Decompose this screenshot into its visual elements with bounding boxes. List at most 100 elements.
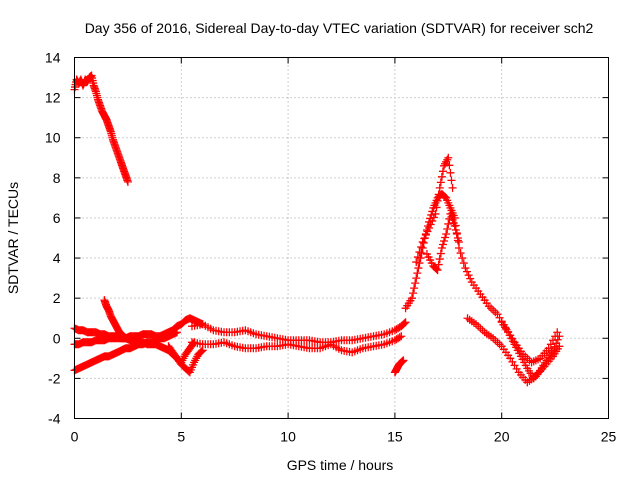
data-point	[443, 224, 452, 233]
y-tick-label: 4	[53, 250, 61, 266]
data-point	[173, 328, 182, 337]
data-point	[413, 269, 422, 278]
series-track-dusk	[164, 342, 207, 377]
data-point	[433, 266, 442, 275]
data-point	[190, 358, 199, 367]
data-point	[464, 271, 473, 280]
x-tick-label: 0	[71, 429, 79, 445]
series-track-peak-a	[401, 189, 562, 367]
data-point	[544, 344, 553, 353]
data-point	[438, 167, 447, 176]
data-point	[441, 159, 450, 168]
data-point	[400, 319, 409, 328]
y-tick-label: 10	[45, 130, 61, 146]
x-tick-label: 10	[280, 429, 296, 445]
grid-lines	[74, 57, 609, 419]
y-tick-label: 14	[45, 50, 61, 66]
data-point	[421, 230, 430, 239]
data-point	[407, 294, 416, 303]
data-point	[440, 237, 449, 246]
series-track-early-high	[70, 71, 132, 186]
data-point	[531, 372, 540, 381]
data-point	[459, 259, 468, 268]
data-point	[447, 176, 456, 185]
plot-frame	[74, 57, 609, 419]
y-tick-label: 8	[53, 170, 61, 186]
data-point	[401, 318, 410, 327]
data-point	[417, 243, 426, 252]
chart-title: Day 356 of 2016, Sidereal Day-to-day VTE…	[85, 20, 594, 36]
data-point	[413, 253, 422, 262]
data-point	[414, 264, 423, 273]
data-point	[435, 255, 444, 264]
data-point	[529, 374, 538, 383]
y-tick-label: 0	[53, 330, 61, 346]
data-point	[550, 342, 559, 351]
y-tick-label: -2	[48, 370, 61, 386]
data-point	[450, 221, 459, 230]
series-track-descending	[100, 296, 132, 343]
y-axis-label: SDTVAR / TECUs	[5, 182, 21, 294]
data-point	[410, 284, 419, 293]
data-point	[452, 229, 461, 238]
data-point	[435, 183, 444, 192]
y-tick-label: -4	[48, 411, 61, 427]
data-point	[555, 332, 564, 341]
data-point	[448, 183, 457, 192]
data-point	[442, 229, 451, 238]
data-point	[425, 223, 434, 232]
data-point	[438, 240, 447, 249]
y-tick-label: 12	[45, 90, 61, 106]
data-point	[436, 178, 445, 187]
data-marks	[70, 71, 564, 387]
data-point	[433, 196, 442, 205]
data-point	[553, 328, 562, 337]
series-track-short	[390, 356, 408, 377]
data-point	[412, 258, 421, 267]
data-point	[436, 249, 445, 258]
data-point	[437, 244, 446, 253]
data-point	[461, 264, 470, 273]
y-tick-label: 6	[53, 210, 61, 226]
data-point	[451, 225, 460, 234]
data-point	[534, 368, 543, 377]
data-point	[432, 203, 441, 212]
x-tick-label: 15	[387, 429, 403, 445]
data-point	[123, 334, 132, 343]
y-tick-labels: -4 -2 0 2 4 6 8 10 12 14	[45, 50, 61, 427]
data-point	[446, 168, 455, 177]
x-tick-label: 20	[494, 429, 510, 445]
data-point	[432, 265, 441, 274]
data-point	[399, 356, 408, 365]
data-point	[444, 219, 453, 228]
data-point	[423, 227, 432, 236]
data-point	[428, 216, 437, 225]
data-point	[443, 155, 452, 164]
data-point	[395, 333, 404, 342]
data-point	[431, 209, 440, 218]
data-point	[412, 274, 421, 283]
axis-ticks	[74, 57, 609, 419]
data-point	[441, 233, 450, 242]
x-tick-label: 5	[177, 429, 185, 445]
series-track-peak-c	[422, 209, 463, 275]
data-point	[462, 267, 471, 276]
data-point	[458, 254, 467, 263]
x-tick-label: 25	[601, 429, 617, 445]
data-point	[434, 190, 443, 199]
data-point	[553, 335, 562, 344]
series-track-day-b	[187, 332, 406, 357]
data-point	[453, 234, 462, 242]
series-track-evening-b	[497, 318, 564, 383]
data-point	[434, 260, 443, 269]
data-point	[445, 161, 454, 170]
data-point	[552, 339, 561, 348]
data-point	[466, 274, 475, 283]
data-point	[123, 177, 132, 186]
data-point	[548, 346, 557, 355]
data-point	[454, 238, 463, 247]
data-point	[397, 332, 406, 341]
data-point	[437, 172, 446, 181]
y-tick-label: 2	[53, 290, 61, 306]
